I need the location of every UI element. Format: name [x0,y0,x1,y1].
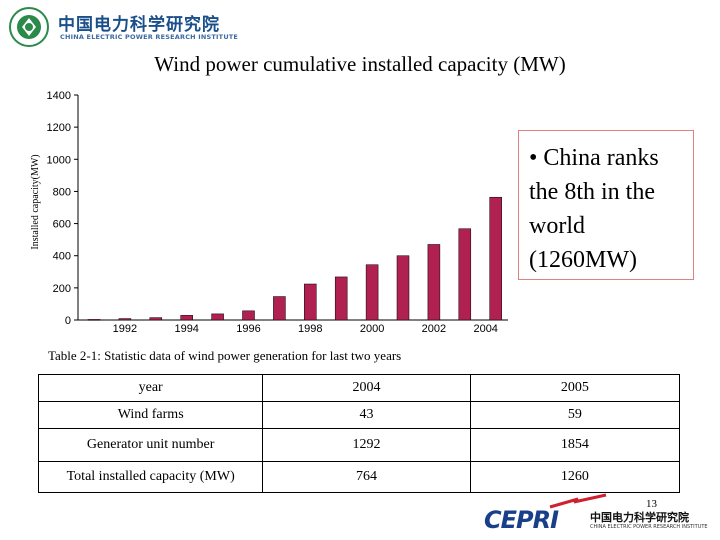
ranking-callout: • China ranks the 8th in the world (1260… [518,130,694,280]
table-cell: 2005 [469,374,681,402]
table-cell: 1260 [469,461,681,493]
bar [87,319,101,321]
chart-title: Wind power cumulative installed capacity… [154,52,566,76]
y-tick-label: 1200 [47,122,71,134]
table-cell: 1292 [262,428,471,462]
bar [211,313,224,321]
callout-line: (1260MW) [529,247,637,273]
bar [365,264,379,321]
org-name-cn: 中国电力科学研究院 [58,15,220,35]
x-tick-label: 1994 [174,323,198,335]
x-tick-label: 1996 [236,323,260,335]
x-tick-label: 2004 [473,323,497,335]
y-tick-label: 1000 [47,154,71,166]
table-cell: Generator unit number [37,428,264,462]
y-tick-label: 600 [53,219,71,231]
y-tick-label: 800 [53,186,71,198]
callout-line: world [529,213,585,239]
cepri-name-en: CHINA ELECTRIC POWER RESEARCH INSTITUTE [590,524,708,530]
bar [458,228,472,321]
cepri-name-cn: 中国电力科学研究院 [590,511,689,524]
table-cell: 1854 [469,428,681,462]
table-caption: Table 2-1: Statistic data of wind power … [48,348,402,363]
bar [149,317,163,321]
y-tick-label: 200 [53,283,71,295]
bar [273,296,286,321]
table-cell: Total installed capacity (MW) [37,461,264,493]
table-cell: Wind farms [37,401,264,429]
table-row: Generator unit number 1292 1854 [37,428,681,462]
y-tick-label: 1400 [47,90,71,102]
page-number: 13 [646,498,657,510]
statistics-table: year 2004 2005 Wind farms 43 59 Generato… [37,374,681,493]
bar [180,315,193,321]
table-row: Wind farms 43 59 [37,401,681,429]
lightning-icon [549,493,607,509]
bar [334,276,348,321]
callout-line: the 8th in the [529,179,655,205]
bar [242,310,255,321]
bar [489,196,502,321]
table-cell: year [37,374,264,402]
x-tick-label: 1992 [113,323,137,335]
callout-line: • China ranks [529,145,659,171]
y-tick-label: 0 [65,315,71,327]
x-tick-label: 2000 [360,323,384,335]
bar [304,283,317,321]
table-cell: 764 [262,461,471,493]
y-axis-label: Installed capacity(MW) [30,154,41,249]
capacity-bar-chart: 0 200 400 600 800 1000 1200 1400 Installed capac… [30,90,508,335]
bar [427,244,441,321]
institute-logo-icon [9,7,49,47]
table-cell: 59 [469,401,681,429]
org-name-en: CHINA ELECTRIC POWER RESEARCH INSTITUTE [60,33,239,41]
bar [118,318,132,321]
bar [396,255,410,321]
x-tick-label: 1998 [298,323,322,335]
x-tick-label: 2002 [422,323,446,335]
table-row: year 2004 2005 [37,374,681,402]
table-row: Total installed capacity (MW) 764 1260 [37,461,681,493]
slide-header: 中国电力科学研究院 CHINA ELECTRIC POWER RESEARCH … [0,0,720,52]
cepri-logo: CEPRI [484,506,559,534]
y-tick-label: 400 [53,251,71,263]
table-cell: 43 [262,401,471,429]
table-cell: 2004 [262,374,471,402]
